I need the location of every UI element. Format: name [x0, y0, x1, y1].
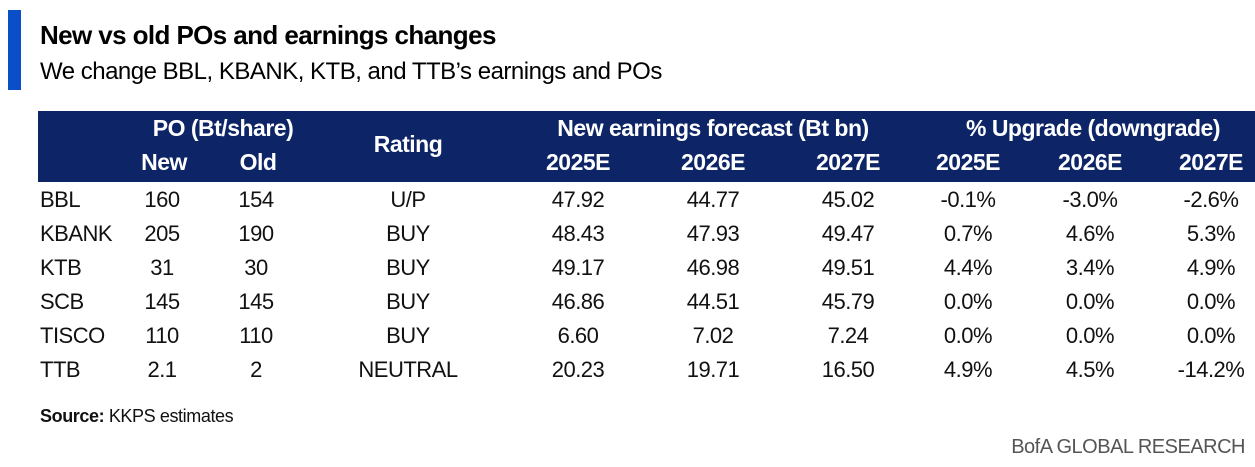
header-po-new: New — [141, 149, 187, 175]
cell-e2025: 47.92 — [551, 187, 605, 212]
cell-u2027: 0.0% — [1186, 289, 1236, 314]
cell-e2026: 44.77 — [686, 187, 740, 212]
cell-u2027: -2.6% — [1183, 187, 1239, 212]
cell-rating: BUY — [386, 221, 430, 246]
header-po-group: PO (Bt/share) — [152, 115, 294, 141]
table-row: TTB 2.1 2 NEUTRAL 20.23 19.71 16.50 4.9% 4.5% -14… — [38, 354, 1255, 388]
brand-logo-text: BofA GLOBAL RESEARCH — [1011, 436, 1245, 458]
page-subtitle: We change BBL, KBANK, KTB, and TTB’s ear… — [40, 58, 662, 85]
header-earnings-2027: 2027E — [815, 149, 881, 175]
cell-e2025: 48.43 — [551, 221, 605, 246]
cell-e2027: 45.02 — [821, 187, 875, 212]
cell-rating: BUY — [386, 255, 430, 280]
cell-e2025: 6.60 — [557, 323, 599, 348]
cell-u2026: 4.5% — [1065, 357, 1115, 382]
cell-po-old: 190 — [238, 221, 274, 246]
header-upgrade-2027: 2027E — [1178, 149, 1244, 175]
cell-u2027: 0.0% — [1186, 323, 1236, 348]
cell-e2026: 47.93 — [686, 221, 740, 246]
source-label: Source: — [40, 406, 105, 426]
cell-u2025: 0.0% — [943, 289, 993, 314]
table-row: KBANK 205 190 BUY 48.43 47.93 49.47 0.7% 4.6% 5.3… — [38, 218, 1255, 252]
table-header: PO (Bt/share) New Old Rating New earning… — [38, 111, 1255, 182]
cell-po-old: 30 — [244, 255, 268, 280]
cell-u2026: 0.0% — [1065, 289, 1115, 314]
cell-po-old: 154 — [238, 187, 274, 212]
cell-rating: U/P — [390, 187, 426, 212]
source-text: KKPS estimates — [104, 406, 234, 426]
table-row: BBL 160 154 U/P 47.92 44.77 45.02 -0.1% -3.0% -2.… — [38, 184, 1255, 218]
cell-e2027: 45.79 — [821, 289, 875, 314]
cell-e2025: 20.23 — [551, 357, 605, 382]
cell-po-new: 31 — [150, 255, 174, 280]
cell-u2026: 0.0% — [1065, 323, 1115, 348]
cell-e2026: 7.02 — [692, 323, 734, 348]
cell-rating: BUY — [386, 323, 430, 348]
cell-e2026: 44.51 — [686, 289, 740, 314]
cell-e2026: 19.71 — [686, 357, 740, 382]
source-note: Source: KKPS estimates — [40, 406, 234, 427]
cell-po-new: 145 — [144, 289, 180, 314]
table-row: KTB 31 30 BUY 49.17 46.98 49.51 4.4% 3.4% 4.9% — [38, 252, 1255, 286]
cell-u2025: 4.9% — [943, 357, 993, 382]
cell-name: SCB — [40, 289, 84, 314]
cell-po-new: 160 — [144, 187, 180, 212]
cell-po-new: 110 — [145, 323, 179, 348]
cell-po-old: 110 — [239, 323, 273, 348]
cell-po-new: 2.1 — [147, 357, 177, 382]
header-rating: Rating — [373, 131, 443, 157]
cell-u2025: 4.4% — [943, 255, 993, 280]
cell-name: KBANK — [40, 221, 113, 246]
table-body: BBL 160 154 U/P 47.92 44.77 45.02 -0.1% -3.0% -2.… — [38, 184, 1255, 388]
cell-po-old: 2 — [250, 357, 262, 382]
header-earnings-group: New earnings forecast (Bt bn) — [557, 115, 869, 141]
cell-e2027: 49.51 — [821, 255, 875, 280]
cell-u2025: -0.1% — [940, 187, 996, 212]
cell-u2026: 4.6% — [1065, 221, 1115, 246]
cell-rating: NEUTRAL — [358, 357, 458, 382]
cell-u2026: 3.4% — [1065, 255, 1115, 280]
table-row: TISCO 110 110 BUY 6.60 7.02 7.24 0.0% 0.0% 0.0% — [38, 320, 1255, 354]
cell-u2025: 0.7% — [943, 221, 993, 246]
cell-u2026: -3.0% — [1062, 187, 1118, 212]
cell-e2027: 7.24 — [827, 323, 869, 348]
cell-u2027: 4.9% — [1186, 255, 1236, 280]
header-earnings-2026: 2026E — [680, 149, 746, 175]
cell-e2027: 49.47 — [821, 221, 875, 246]
accent-bar — [8, 10, 21, 90]
cell-e2026: 46.98 — [686, 255, 740, 280]
cell-po-old: 145 — [238, 289, 274, 314]
cell-u2025: 0.0% — [943, 323, 993, 348]
cell-e2025: 49.17 — [551, 255, 605, 280]
header-po-old: Old — [239, 149, 277, 175]
cell-name: TTB — [40, 357, 81, 382]
header-upgrade-2026: 2026E — [1057, 149, 1123, 175]
header-upgrade-2025: 2025E — [935, 149, 1001, 175]
cell-name: BBL — [40, 187, 81, 212]
cell-e2025: 46.86 — [551, 289, 605, 314]
cell-po-new: 205 — [144, 221, 180, 246]
cell-rating: BUY — [386, 289, 430, 314]
page-title: New vs old POs and earnings changes — [40, 20, 496, 50]
header-upgrade-group: % Upgrade (downgrade) — [965, 115, 1221, 141]
cell-e2027: 16.50 — [821, 357, 875, 382]
cell-name: KTB — [40, 255, 82, 280]
cell-u2027: 5.3% — [1186, 221, 1236, 246]
cell-name: TISCO — [40, 323, 105, 348]
header-earnings-2025: 2025E — [545, 149, 611, 175]
cell-u2027: -14.2% — [1177, 357, 1245, 382]
table-row: SCB 145 145 BUY 46.86 44.51 45.79 0.0% 0.0% 0.0% — [38, 286, 1255, 320]
